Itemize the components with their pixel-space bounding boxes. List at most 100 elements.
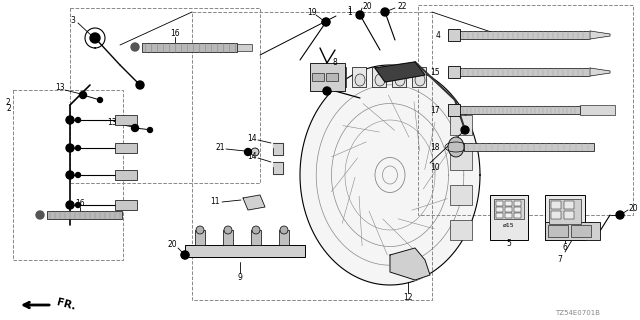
Circle shape (66, 144, 74, 152)
Polygon shape (243, 195, 265, 210)
Bar (326, 73, 338, 81)
Bar (460, 68, 590, 76)
Text: 13: 13 (107, 117, 117, 126)
Bar (448, 29, 460, 41)
Ellipse shape (375, 74, 385, 86)
Bar (237, 44, 252, 51)
Bar (505, 201, 512, 206)
Circle shape (461, 126, 469, 134)
Bar (514, 207, 521, 212)
Bar (460, 106, 580, 114)
Polygon shape (375, 62, 425, 82)
Circle shape (90, 33, 100, 43)
Text: 13: 13 (55, 83, 65, 92)
Bar (551, 201, 561, 209)
Text: TZ54E0701B: TZ54E0701B (555, 310, 600, 316)
Bar (548, 225, 568, 237)
Ellipse shape (251, 148, 259, 156)
Bar (392, 67, 406, 87)
Text: 21: 21 (215, 142, 225, 151)
Bar (185, 245, 305, 257)
Circle shape (322, 18, 330, 26)
Text: 22: 22 (397, 2, 407, 11)
Ellipse shape (415, 74, 425, 86)
Text: 17: 17 (430, 106, 440, 115)
Bar (192, 12, 432, 300)
Circle shape (36, 211, 44, 219)
Text: 16: 16 (75, 198, 85, 207)
Text: 20: 20 (628, 204, 638, 212)
Text: 6: 6 (563, 243, 568, 252)
Ellipse shape (335, 74, 345, 86)
Bar (496, 201, 503, 206)
Text: 4: 4 (435, 30, 440, 39)
Circle shape (181, 251, 189, 259)
Text: 11: 11 (211, 196, 220, 205)
Bar (115, 115, 137, 125)
Ellipse shape (196, 226, 204, 234)
Ellipse shape (252, 226, 260, 234)
Bar (551, 211, 561, 219)
Ellipse shape (322, 18, 330, 26)
Circle shape (323, 87, 331, 95)
Text: 1: 1 (348, 7, 353, 17)
Bar (580, 105, 615, 115)
Circle shape (381, 8, 389, 16)
Bar (223, 230, 233, 245)
Bar (279, 230, 289, 245)
Text: 18: 18 (431, 142, 440, 151)
Circle shape (76, 172, 81, 178)
Polygon shape (390, 248, 430, 280)
Bar (47, 211, 122, 219)
Text: 2: 2 (6, 98, 10, 107)
Circle shape (66, 201, 74, 209)
Text: 20: 20 (167, 239, 177, 249)
Text: 7: 7 (557, 255, 563, 265)
Bar (505, 207, 512, 212)
Bar (115, 143, 137, 153)
Text: 15: 15 (430, 68, 440, 76)
Bar (115, 170, 137, 180)
Text: 10: 10 (430, 163, 440, 172)
Bar (450, 220, 472, 240)
Circle shape (66, 171, 74, 179)
Bar (372, 67, 386, 87)
Bar (448, 66, 460, 78)
Bar (450, 115, 472, 135)
Bar (448, 104, 460, 116)
Polygon shape (590, 68, 610, 76)
Bar (514, 213, 521, 218)
Circle shape (76, 146, 81, 150)
Circle shape (66, 116, 74, 124)
Bar (490, 195, 528, 240)
Ellipse shape (395, 74, 405, 86)
Bar (195, 230, 205, 245)
Bar (549, 199, 581, 224)
Bar (545, 195, 585, 240)
Bar (450, 150, 472, 170)
Text: 3: 3 (70, 15, 76, 25)
Bar (564, 211, 574, 219)
Circle shape (79, 92, 86, 99)
Bar (332, 67, 346, 87)
Circle shape (76, 117, 81, 123)
Bar (514, 201, 521, 206)
Text: 5: 5 (507, 238, 511, 247)
Text: 19: 19 (307, 7, 317, 17)
Text: 9: 9 (237, 274, 243, 283)
Bar (115, 200, 137, 210)
Bar (496, 207, 503, 212)
Bar (545, 222, 600, 240)
Text: 8: 8 (333, 58, 337, 67)
Polygon shape (273, 162, 283, 174)
Circle shape (131, 124, 138, 132)
Text: 16: 16 (170, 28, 180, 37)
Bar (505, 213, 512, 218)
Ellipse shape (448, 137, 464, 157)
Polygon shape (590, 31, 610, 39)
Circle shape (136, 81, 144, 89)
Circle shape (76, 203, 81, 207)
Bar (450, 185, 472, 205)
Bar (564, 201, 574, 209)
Text: 14: 14 (247, 151, 257, 161)
